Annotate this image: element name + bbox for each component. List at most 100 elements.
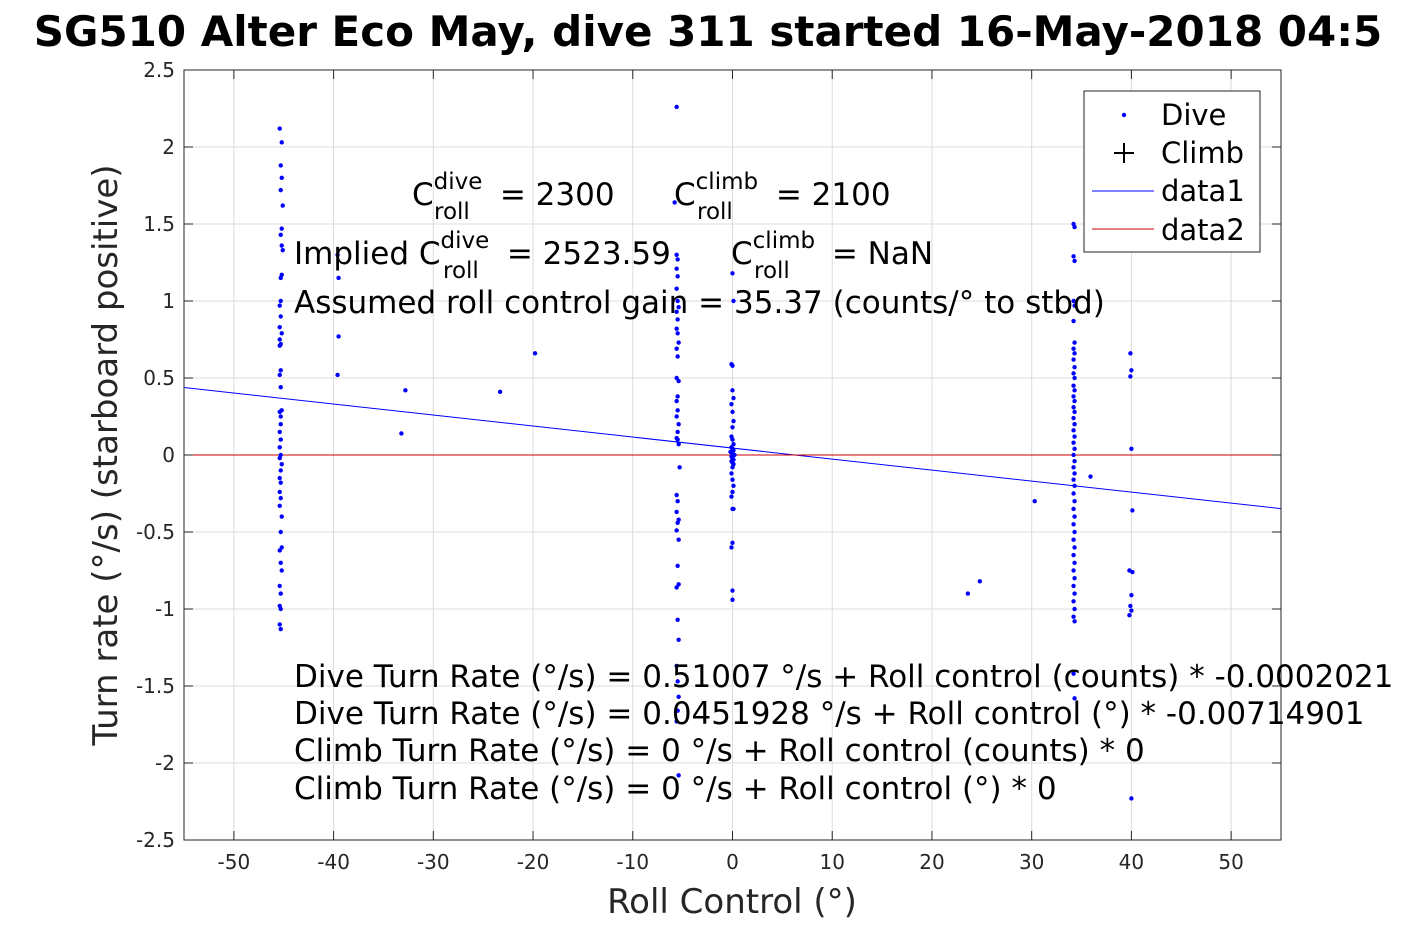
dive-point	[1071, 537, 1076, 542]
x-tick-label: -50	[218, 850, 251, 874]
dive-point	[731, 298, 736, 304]
dive-point	[1072, 545, 1077, 550]
dive-point	[1072, 375, 1077, 381]
dive-point	[1088, 474, 1093, 479]
y-tick-label: 1	[162, 289, 175, 313]
legend-data1-label: data1	[1161, 174, 1245, 208]
legend-data2-label: data2	[1161, 213, 1245, 247]
dive-point	[277, 622, 282, 627]
equation-4: Climb Turn Rate (°/s) = 0 °/s + Roll con…	[294, 771, 1057, 807]
dive-point	[1071, 583, 1076, 589]
dive-point	[1129, 796, 1134, 801]
dive-point	[674, 528, 679, 533]
dive-point	[731, 418, 736, 424]
dive-point	[675, 520, 680, 525]
dive-point	[674, 414, 679, 419]
dive-point	[1071, 568, 1076, 573]
dive-point	[676, 304, 681, 310]
dive-point	[1071, 357, 1076, 362]
dive-point	[674, 585, 679, 590]
dive-point	[1072, 434, 1077, 439]
dive-point	[729, 401, 734, 407]
dive-point	[1128, 351, 1133, 356]
dive-point	[675, 331, 680, 336]
cdive-annotation: Cdive roll = 2300	[412, 169, 615, 225]
x-tick-label: 20	[919, 850, 944, 874]
dive-point	[1072, 388, 1077, 393]
dive-point	[279, 331, 284, 336]
dive-point	[1071, 671, 1076, 676]
dive-point	[675, 317, 680, 322]
dive-point	[278, 626, 283, 632]
dive-point	[1130, 508, 1135, 513]
dive-point	[674, 309, 679, 314]
dive-point	[278, 468, 283, 473]
dive-point	[730, 271, 735, 276]
dive-point	[279, 243, 284, 248]
dive-point	[729, 545, 734, 550]
cdive-sup: dive	[434, 169, 483, 195]
dive-point	[1130, 569, 1135, 575]
dive-point	[279, 462, 284, 467]
dive-point	[675, 617, 680, 622]
dive-point	[1071, 477, 1076, 482]
dive-point	[336, 334, 341, 339]
y-tick-label: -2.5	[136, 828, 175, 852]
dive-point	[277, 324, 282, 330]
dive-point	[1072, 458, 1077, 464]
dive-point	[675, 437, 680, 442]
dive-point	[1072, 560, 1077, 565]
dive-point	[277, 429, 282, 435]
dive-point	[1072, 576, 1077, 581]
dive-point	[675, 408, 680, 413]
dive-point	[1071, 318, 1076, 324]
dive-point	[1071, 405, 1076, 410]
dive-point	[1071, 506, 1076, 512]
dive-point	[1129, 592, 1134, 598]
dive-point	[675, 394, 680, 399]
dive-point	[277, 503, 282, 509]
dive-point	[675, 679, 680, 684]
dive-point	[676, 442, 681, 447]
dive-point	[277, 372, 282, 378]
dive-point	[674, 252, 679, 257]
dive-point	[279, 226, 284, 231]
dive-point	[280, 247, 285, 253]
dive-point	[965, 591, 971, 596]
implied-dive-rest: = 2523.59	[497, 236, 671, 272]
dive-point	[1072, 258, 1077, 264]
dive-point	[1129, 446, 1134, 452]
dive-point	[1071, 614, 1076, 619]
dive-point	[1072, 529, 1077, 535]
dive-point	[1071, 394, 1076, 399]
legend-box	[1083, 90, 1261, 253]
dive-point	[1072, 619, 1077, 624]
dive-point	[1071, 415, 1076, 421]
dive-point	[676, 694, 681, 699]
equation-2: Dive Turn Rate (°/s) = 0.0451928 °/s + R…	[294, 696, 1364, 732]
dive-point	[729, 494, 734, 499]
implied-prefix: Implied C	[294, 236, 441, 272]
cdive-c: C	[412, 177, 434, 213]
y-tick-label: 2.5	[143, 58, 175, 82]
cclimb-c: C	[674, 177, 696, 213]
dive-point	[1072, 483, 1077, 488]
dive-point	[278, 422, 283, 427]
equation-1: Dive Turn Rate (°/s) = 0.51007 °/s + Rol…	[294, 659, 1393, 695]
dive-point	[730, 425, 735, 430]
dive-point	[278, 163, 283, 168]
implied-dive-sub: roll	[443, 258, 479, 284]
dive-point	[280, 203, 285, 208]
dive-point	[278, 495, 283, 501]
dive-point	[675, 298, 680, 304]
dive-point	[1071, 428, 1076, 433]
dive-point	[278, 529, 283, 535]
x-tick-label: -10	[616, 850, 649, 874]
dive-point	[676, 340, 681, 345]
dive-point	[1072, 365, 1077, 370]
dive-point	[730, 465, 735, 470]
dive-point	[1071, 440, 1076, 445]
dive-point	[1071, 254, 1076, 259]
x-tick-label: -20	[517, 850, 550, 874]
